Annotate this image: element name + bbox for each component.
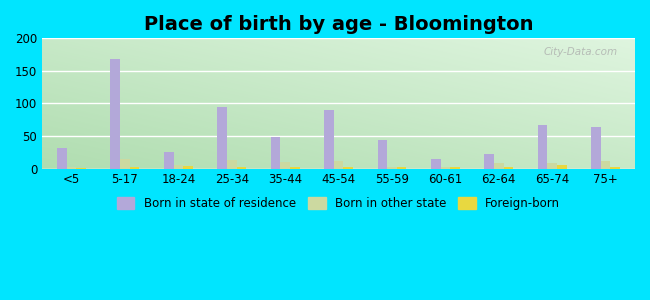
Bar [538,125,547,169]
Bar [484,154,494,169]
Bar [333,161,343,169]
Bar [324,110,333,169]
Bar [280,162,290,169]
Bar [76,168,86,169]
Bar [174,165,183,169]
Bar [494,163,504,169]
Bar [547,163,557,169]
Bar [343,167,353,169]
Bar [557,165,567,169]
Bar [130,167,139,169]
Bar [610,167,620,169]
Bar [57,148,67,169]
Bar [387,167,396,169]
Bar [227,160,237,169]
Bar [67,167,76,169]
Bar [504,167,514,169]
Bar [164,152,174,169]
Title: Place of birth by age - Bloomington: Place of birth by age - Bloomington [144,15,533,34]
Bar [378,140,387,169]
Bar [450,167,460,169]
Legend: Born in state of residence, Born in other state, Foreign-born: Born in state of residence, Born in othe… [112,192,565,215]
Bar [270,137,280,169]
Bar [111,59,120,169]
Bar [431,159,441,169]
Bar [237,167,246,169]
Bar [217,107,227,169]
Bar [396,167,406,169]
Bar [183,166,193,169]
Bar [592,128,601,169]
Bar [601,161,610,169]
Bar [441,167,450,169]
Bar [120,159,130,169]
Text: City-Data.com: City-Data.com [543,47,618,57]
Bar [290,167,300,169]
